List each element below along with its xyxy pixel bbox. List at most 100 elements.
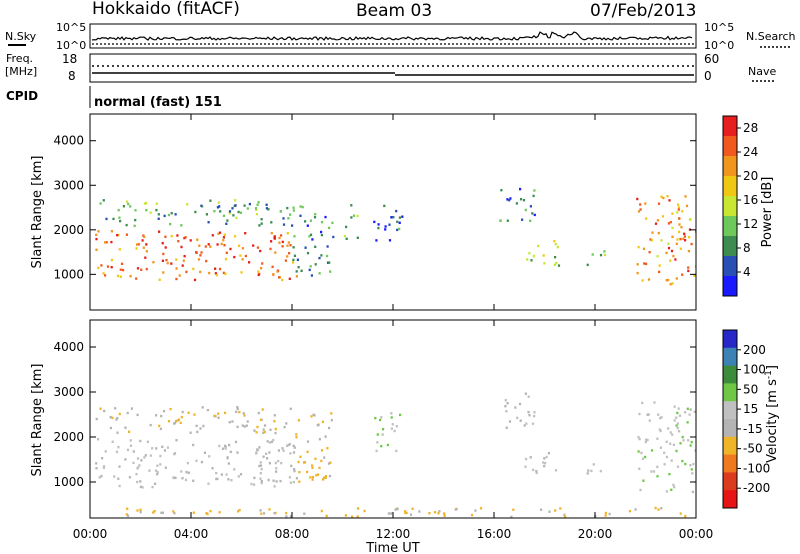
heatmap-cell	[330, 419, 333, 422]
colorbar-frame	[722, 329, 738, 509]
heatmap-cell	[557, 264, 561, 267]
heatmap-cell	[159, 454, 162, 458]
heatmap-cell	[636, 197, 639, 201]
heatmap-cell	[260, 222, 263, 225]
heatmap-cell	[678, 430, 681, 433]
heatmap-cell	[278, 236, 281, 240]
heatmap-cell	[324, 435, 327, 438]
heatmap-cell	[192, 479, 195, 482]
heatmap-cell	[135, 472, 138, 476]
heatmap-cell	[479, 507, 483, 510]
heatmap-cell	[218, 511, 221, 514]
heatmap-cell	[117, 208, 120, 212]
heatmap-cell	[638, 412, 641, 416]
heatmap-cell	[125, 200, 129, 203]
heatmap-cell	[535, 470, 538, 473]
heatmap-cell	[97, 438, 100, 441]
heatmap-cell	[274, 461, 277, 465]
heatmap-cell	[530, 259, 533, 262]
heatmap-cell	[257, 201, 260, 204]
heatmap-cell	[189, 239, 192, 242]
heatmap-cell	[252, 244, 255, 247]
heatmap-cell	[183, 255, 186, 258]
colorbar-segment	[723, 196, 737, 217]
heatmap-cell	[199, 270, 202, 274]
heatmap-cell	[676, 411, 679, 415]
heatmap-cell	[398, 216, 401, 219]
heatmap-cell	[143, 456, 146, 459]
heatmap-cell	[223, 233, 226, 236]
heatmap-cell	[590, 469, 593, 473]
heatmap-cell	[216, 243, 219, 246]
heatmap-cell	[543, 464, 546, 468]
heatmap-cell	[224, 272, 227, 276]
date-title: 07/Feb/2013	[590, 1, 696, 21]
heatmap-cell	[556, 245, 559, 249]
x-tick-label: 04:00	[174, 527, 209, 541]
heatmap-cell	[149, 211, 152, 214]
heatmap-cell	[145, 209, 148, 212]
heatmap-cell	[280, 234, 283, 237]
heatmap-cell	[681, 459, 684, 463]
heatmap-cell	[677, 208, 680, 211]
heatmap-cell	[379, 418, 382, 422]
heatmap-cell	[343, 234, 346, 238]
colorbar-segment	[723, 472, 737, 491]
heatmap-cell	[547, 452, 550, 455]
heatmap-cell	[687, 269, 690, 273]
heatmap-cell	[112, 217, 115, 221]
heatmap-cell	[173, 512, 176, 515]
heatmap-cell	[660, 239, 663, 242]
heatmap-cell	[140, 268, 143, 271]
heatmap-cell	[289, 452, 292, 455]
heatmap-cell	[636, 263, 639, 266]
heatmap-cell	[669, 259, 672, 262]
heatmap-cell	[256, 425, 259, 429]
colorbar-segment	[723, 276, 737, 297]
beam-title: Beam 03	[356, 1, 432, 21]
heatmap-cell	[320, 230, 323, 234]
heatmap-cell	[308, 268, 311, 272]
colorbar-tick-label: -15	[743, 422, 763, 436]
heatmap-cell	[100, 474, 103, 478]
heatmap-cell	[159, 427, 162, 431]
heatmap-cell	[529, 456, 532, 459]
heatmap-cell	[544, 461, 547, 465]
heatmap-cell	[286, 206, 289, 210]
heatmap-cell	[356, 515, 359, 518]
heatmap-cell	[322, 478, 325, 481]
heatmap-cell	[650, 470, 653, 473]
heatmap-cell	[95, 467, 98, 470]
heatmap-cell	[144, 454, 147, 457]
heatmap-cell	[116, 274, 120, 278]
heatmap-cell	[196, 430, 199, 434]
heatmap-cell	[328, 226, 331, 230]
heatmap-cell	[267, 478, 270, 482]
heatmap-cell	[257, 411, 260, 415]
heatmap-cell	[133, 224, 136, 228]
heatmap-cell	[140, 459, 143, 462]
heatmap-cell	[156, 473, 159, 476]
heatmap-cell	[275, 480, 278, 483]
heatmap-cell	[663, 451, 666, 454]
heatmap-cell	[527, 410, 530, 414]
heatmap-cell	[169, 407, 172, 411]
heatmap-cell	[199, 427, 202, 430]
heatmap-cell	[671, 212, 674, 215]
heatmap-cell	[527, 395, 530, 398]
heatmap-cell	[142, 246, 145, 249]
heatmap-cell	[658, 264, 661, 267]
velocity-colorbar-label: Velocity [m s-1]	[764, 365, 780, 463]
heatmap-cell	[312, 413, 315, 416]
colorbar-frame	[722, 115, 738, 297]
heatmap-cell	[676, 238, 679, 241]
heatmap-cell	[535, 471, 538, 475]
heatmap-cell	[224, 445, 227, 448]
heatmap-cell	[260, 481, 263, 485]
heatmap-cell	[675, 416, 678, 419]
x-tick-label: 12:00	[376, 527, 411, 541]
heatmap-cell	[672, 483, 675, 487]
heatmap-cell	[675, 449, 678, 453]
heatmap-cell	[213, 210, 216, 213]
heatmap-cell	[687, 439, 690, 442]
